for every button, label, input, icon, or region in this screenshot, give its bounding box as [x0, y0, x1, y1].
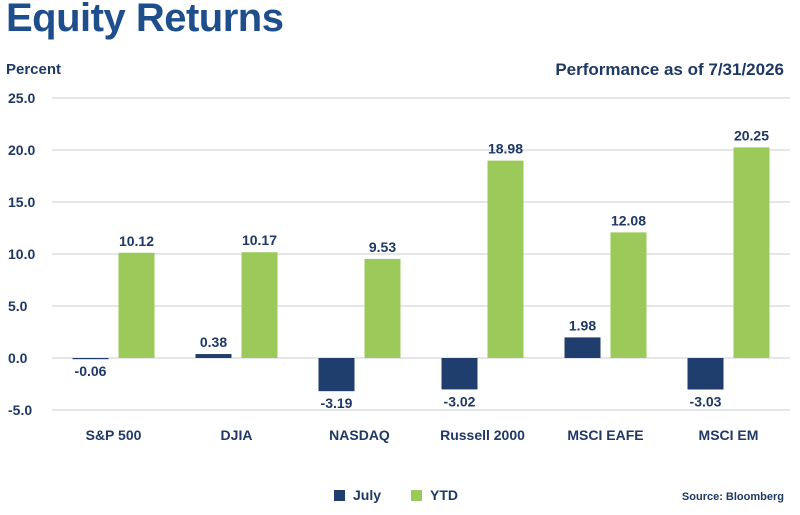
data-label-ytd-5: 20.25: [734, 127, 769, 143]
data-label-july-4: 1.98: [569, 317, 596, 333]
legend-label-ytd: YTD: [430, 487, 458, 503]
legend-item-july: July: [334, 487, 381, 503]
data-label-july-2: -3.19: [321, 395, 353, 411]
category-label-0: S&P 500: [86, 427, 142, 443]
legend-swatch-july: [334, 489, 345, 501]
category-label-2: NASDAQ: [329, 427, 390, 443]
bar-july-3: [441, 358, 478, 390]
bar-july-0: [72, 358, 109, 360]
y-axis-label: Percent: [6, 61, 62, 78]
y-tick-label: 10.0: [8, 246, 35, 262]
category-label-1: DJIA: [221, 427, 253, 443]
bar-ytd-0: [118, 252, 155, 358]
bar-ytd-4: [610, 232, 647, 358]
y-tick-label: 5.0: [8, 298, 28, 314]
legend-swatch-ytd: [411, 489, 422, 501]
bar-july-5: [687, 358, 724, 390]
legend-item-ytd: YTD: [411, 487, 458, 503]
bar-july-4: [564, 337, 601, 358]
y-tick-label: -5.0: [8, 402, 32, 418]
data-label-ytd-2: 9.53: [369, 239, 396, 255]
bar-ytd-3: [487, 160, 524, 358]
source-note: Source: Bloomberg: [681, 491, 784, 503]
category-label-4: MSCI EAFE: [567, 427, 643, 443]
data-label-july-5: -3.03: [690, 394, 722, 410]
y-tick-label: 0.0: [8, 350, 28, 366]
category-label-5: MSCI EM: [699, 427, 759, 443]
page-title: Equity Returns: [6, 0, 284, 40]
data-label-ytd-4: 12.08: [611, 212, 646, 228]
data-label-july-1: 0.38: [200, 334, 227, 350]
bar-july-1: [195, 354, 232, 358]
data-label-ytd-1: 10.17: [242, 232, 277, 248]
data-label-july-3: -3.02: [444, 393, 476, 409]
y-tick-label: 15.0: [8, 194, 35, 210]
category-label-3: Russell 2000: [440, 427, 525, 443]
bar-ytd-2: [364, 258, 401, 358]
data-label-july-0: -0.06: [75, 363, 107, 379]
bar-ytd-1: [241, 252, 278, 358]
bar-ytd-5: [733, 147, 770, 358]
chart-legend: July YTD: [0, 487, 800, 507]
data-label-ytd-3: 18.98: [488, 141, 523, 157]
legend-label-july: July: [353, 487, 382, 503]
y-tick-label: 25.0: [8, 90, 35, 106]
y-tick-label: 20.0: [8, 142, 35, 158]
performance-date-note: Performance as of 7/31/2026: [555, 60, 784, 79]
bar-july-2: [318, 358, 355, 392]
data-label-ytd-0: 10.12: [119, 233, 154, 249]
equity-returns-bar-chart: 25.0 20.0 15.0 10.0 5.0 0.0 -5.0 -0.06 10.12 S&P …: [8, 90, 790, 443]
